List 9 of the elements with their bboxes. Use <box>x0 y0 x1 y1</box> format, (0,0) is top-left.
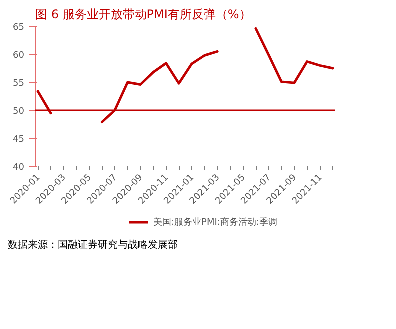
legend-label: 美国:服务业PMI:商务活动:季调 <box>154 216 278 228</box>
y-tick-label: 60 <box>13 51 25 61</box>
source-note: 数据来源：国融证券研究与战略发展部 <box>8 239 178 253</box>
y-tick-label: 55 <box>13 79 24 89</box>
y-tick-label: 50 <box>13 107 25 117</box>
y-tick-label: 40 <box>13 163 25 173</box>
y-tick-label: 65 <box>13 23 24 33</box>
chart-title: 图 6 服务业开放带动PMI有所反弹（%） <box>36 8 252 22</box>
y-tick-label: 45 <box>13 135 24 145</box>
